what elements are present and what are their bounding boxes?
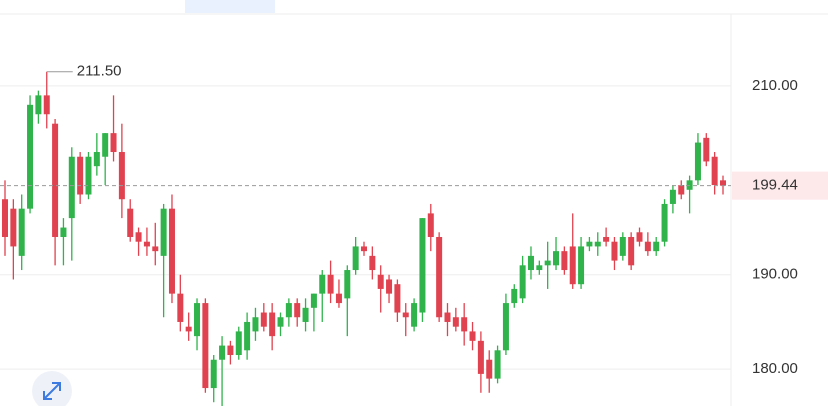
- candle-body: [578, 246, 585, 285]
- candle-body: [68, 156, 75, 219]
- candle-body: [27, 104, 34, 209]
- candle-body: [143, 241, 150, 247]
- candle-body: [277, 317, 284, 327]
- max-annotation-label: 211.50: [77, 63, 122, 80]
- candle-body: [569, 246, 576, 285]
- candle-body: [511, 288, 518, 304]
- expand-button-bg[interactable]: [32, 371, 72, 406]
- candle-body: [536, 265, 543, 271]
- candle-body: [711, 156, 718, 186]
- candle-body: [244, 321, 251, 351]
- candle-body: [611, 241, 618, 261]
- candle-body: [436, 236, 443, 318]
- plot: 180.00 190.00 210.00 199.44 211.50: [0, 63, 828, 406]
- candle-body: [335, 293, 342, 304]
- candle-body: [260, 312, 267, 327]
- candle-body: [35, 95, 42, 115]
- candle-body: [160, 208, 167, 256]
- candle-body: [586, 241, 593, 247]
- candle-body: [444, 312, 451, 322]
- candle-body: [703, 137, 710, 162]
- candle-body: [110, 133, 117, 153]
- y-tick-label: 180.00: [752, 360, 798, 377]
- candle-body: [527, 255, 534, 271]
- candle-body: [118, 152, 125, 200]
- candle-body: [486, 359, 493, 379]
- candle-body: [310, 293, 317, 308]
- candle-body: [285, 303, 292, 318]
- candle-body: [386, 279, 393, 294]
- candle-body: [269, 312, 276, 337]
- candle-body: [394, 284, 401, 313]
- candle-body: [210, 359, 217, 389]
- candle-body: [168, 208, 175, 294]
- candle-body: [678, 185, 685, 195]
- candle-body: [377, 274, 384, 289]
- candle-body: [302, 307, 309, 322]
- candle-body: [619, 236, 626, 256]
- candle-body: [720, 180, 726, 186]
- y-tick-label: 190.00: [752, 266, 798, 283]
- candle-body: [219, 345, 226, 360]
- candle-body: [352, 246, 359, 271]
- candle-body: [369, 255, 376, 271]
- candle-body: [686, 180, 693, 190]
- candle-body: [185, 326, 192, 332]
- candle-body: [628, 236, 635, 266]
- last-price-box: [732, 171, 828, 200]
- candle-body: [669, 189, 676, 204]
- candle-body: [469, 331, 476, 341]
- candle-body: [694, 142, 701, 181]
- candle-body: [411, 303, 418, 327]
- candle-body: [152, 246, 159, 252]
- candle-body: [135, 232, 142, 242]
- candle-body: [294, 303, 301, 318]
- candle-body: [461, 317, 468, 332]
- last-price-label: 199.44: [752, 177, 798, 194]
- candle-body: [194, 303, 201, 337]
- candle-body: [644, 241, 651, 252]
- y-tick-label: 210.00: [752, 77, 798, 94]
- candle-body: [235, 331, 242, 356]
- candle-body: [553, 251, 560, 266]
- candle-body: [361, 246, 367, 252]
- candle-body: [502, 303, 509, 351]
- candle-body: [402, 312, 409, 318]
- candle-body: [10, 208, 17, 247]
- expand-button[interactable]: [32, 371, 72, 406]
- candle-body: [127, 208, 134, 237]
- candle-body: [427, 213, 434, 237]
- tab-highlight: [185, 0, 275, 13]
- candle-body: [327, 274, 334, 294]
- candle-body: [93, 152, 100, 167]
- candle-body: [177, 293, 184, 322]
- candle-body: [18, 208, 25, 256]
- candle-body: [85, 156, 92, 195]
- candle-body: [494, 350, 501, 379]
- expand-icon[interactable]: [43, 382, 61, 400]
- candle-body: [202, 303, 209, 389]
- candle-body: [561, 251, 568, 271]
- candle-body: [43, 95, 50, 115]
- candle-body: [636, 232, 643, 242]
- candle-body: [60, 227, 67, 237]
- candle-body: [653, 241, 660, 252]
- candle-body: [419, 218, 426, 313]
- candle-body: [594, 241, 601, 247]
- candle-body: [544, 260, 551, 266]
- candle-body: [102, 133, 109, 157]
- candle-body: [252, 317, 259, 332]
- candle-body: [603, 236, 610, 242]
- candle-body: [519, 265, 526, 299]
- candle-body: [661, 203, 668, 242]
- candle-body: [77, 156, 84, 195]
- candle-body: [319, 274, 326, 294]
- candle-body: [452, 317, 459, 327]
- candle-body: [227, 345, 234, 356]
- candle-body: [477, 340, 484, 374]
- candle-body: [2, 199, 8, 237]
- candle-body: [344, 270, 351, 299]
- candle-body: [52, 123, 59, 237]
